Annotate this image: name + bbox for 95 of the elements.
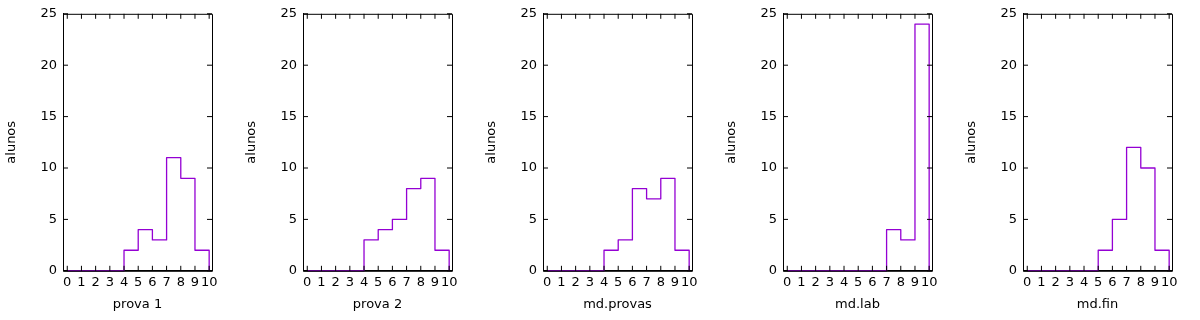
y-tick-label: 0 — [48, 262, 57, 278]
x-tick-label: 0 — [1023, 273, 1032, 289]
y-tick-label: 5 — [768, 210, 777, 226]
x-tick-label: 3 — [1065, 273, 1074, 289]
y-tick-label: 0 — [1008, 262, 1017, 278]
x-axis-title: prova 2 — [352, 295, 403, 311]
x-tick-label: 6 — [868, 273, 877, 289]
x-axis-title: md.provas — [583, 295, 653, 311]
x-tick-label: 10 — [920, 273, 938, 289]
x-tick-label: 1 — [557, 273, 566, 289]
x-axis-title: md.lab — [835, 295, 880, 311]
x-tick-label: 5 — [1094, 273, 1103, 289]
y-tick-label: 0 — [528, 262, 537, 278]
x-tick-label: 3 — [345, 273, 354, 289]
y-tick-label: 20 — [280, 56, 297, 72]
x-tick-label: 7 — [402, 273, 411, 289]
y-tick-label: 20 — [760, 56, 777, 72]
x-tick-label: 3 — [105, 273, 114, 289]
y-axis-title: alunos — [3, 120, 19, 164]
x-tick-label: 7 — [882, 273, 891, 289]
y-tick-label: 5 — [1008, 210, 1017, 226]
x-axis-title: md.fin — [1076, 295, 1119, 311]
y-tick-label: 5 — [288, 210, 297, 226]
y-axis-title: alunos — [483, 120, 499, 164]
x-tick-label: 0 — [783, 273, 792, 289]
x-tick-label: 5 — [854, 273, 863, 289]
x-tick-label: 0 — [543, 273, 552, 289]
x-tick-label: 9 — [670, 273, 680, 289]
x-tick-label: 7 — [162, 273, 171, 289]
y-tick-label: 25 — [40, 5, 57, 21]
x-tick-label: 1 — [317, 273, 326, 289]
x-tick-label: 9 — [430, 273, 440, 289]
x-tick-label: 3 — [585, 273, 594, 289]
x-tick-label: 8 — [656, 273, 665, 289]
x-tick-label: 8 — [176, 273, 185, 289]
x-tick-label: 9 — [190, 273, 200, 289]
y-tick-label: 5 — [528, 210, 537, 226]
y-tick-label: 0 — [768, 262, 777, 278]
x-tick-label: 4 — [839, 273, 849, 289]
x-tick-label: 5 — [374, 273, 383, 289]
x-tick-label: 10 — [680, 273, 698, 289]
y-tick-label: 25 — [760, 5, 777, 21]
y-axis-title: alunos — [723, 120, 739, 164]
y-tick-label: 20 — [1000, 56, 1017, 72]
x-tick-label: 5 — [134, 273, 143, 289]
x-tick-label: 1 — [1037, 273, 1046, 289]
y-tick-label: 10 — [1000, 159, 1017, 175]
x-tick-label: 8 — [896, 273, 905, 289]
x-tick-label: 6 — [388, 273, 397, 289]
x-tick-label: 6 — [1108, 273, 1117, 289]
x-tick-label: 7 — [642, 273, 651, 289]
x-tick-label: 4 — [1079, 273, 1089, 289]
x-tick-label: 9 — [910, 273, 920, 289]
y-tick-label: 25 — [1000, 5, 1017, 21]
x-tick-label: 1 — [77, 273, 86, 289]
y-tick-label: 0 — [288, 262, 297, 278]
y-tick-label: 15 — [1000, 107, 1017, 123]
y-tick-label: 15 — [280, 107, 297, 123]
y-tick-label: 5 — [48, 210, 57, 226]
x-axis-title: prova 1 — [112, 295, 163, 311]
y-tick-label: 25 — [280, 5, 297, 21]
y-tick-label: 10 — [520, 159, 537, 175]
y-tick-label: 15 — [760, 107, 777, 123]
x-tick-label: 10 — [440, 273, 458, 289]
x-tick-label: 6 — [148, 273, 157, 289]
x-tick-label: 2 — [1051, 273, 1060, 289]
y-tick-label: 10 — [760, 159, 777, 175]
y-tick-label: 15 — [40, 107, 57, 123]
y-tick-label: 15 — [520, 107, 537, 123]
x-tick-label: 2 — [331, 273, 340, 289]
y-tick-label: 20 — [40, 56, 57, 72]
y-tick-label: 10 — [280, 159, 297, 175]
x-tick-label: 9 — [1150, 273, 1160, 289]
x-tick-label: 10 — [1160, 273, 1178, 289]
y-tick-label: 20 — [520, 56, 537, 72]
x-tick-label: 2 — [811, 273, 820, 289]
y-axis-title: alunos — [963, 120, 979, 164]
x-tick-label: 8 — [1136, 273, 1145, 289]
x-tick-label: 5 — [614, 273, 623, 289]
x-tick-label: 8 — [416, 273, 425, 289]
x-tick-label: 4 — [119, 273, 129, 289]
x-tick-label: 0 — [303, 273, 312, 289]
y-tick-label: 25 — [520, 5, 537, 21]
x-tick-label: 0 — [63, 273, 72, 289]
x-tick-label: 10 — [200, 273, 218, 289]
x-tick-label: 2 — [91, 273, 100, 289]
x-tick-label: 7 — [1122, 273, 1131, 289]
y-axis-title: alunos — [243, 120, 259, 164]
x-tick-label: 1 — [797, 273, 806, 289]
x-tick-label: 2 — [571, 273, 580, 289]
x-tick-label: 3 — [825, 273, 834, 289]
x-tick-label: 6 — [628, 273, 637, 289]
x-tick-label: 4 — [359, 273, 369, 289]
x-tick-label: 4 — [599, 273, 609, 289]
y-tick-label: 10 — [40, 159, 57, 175]
